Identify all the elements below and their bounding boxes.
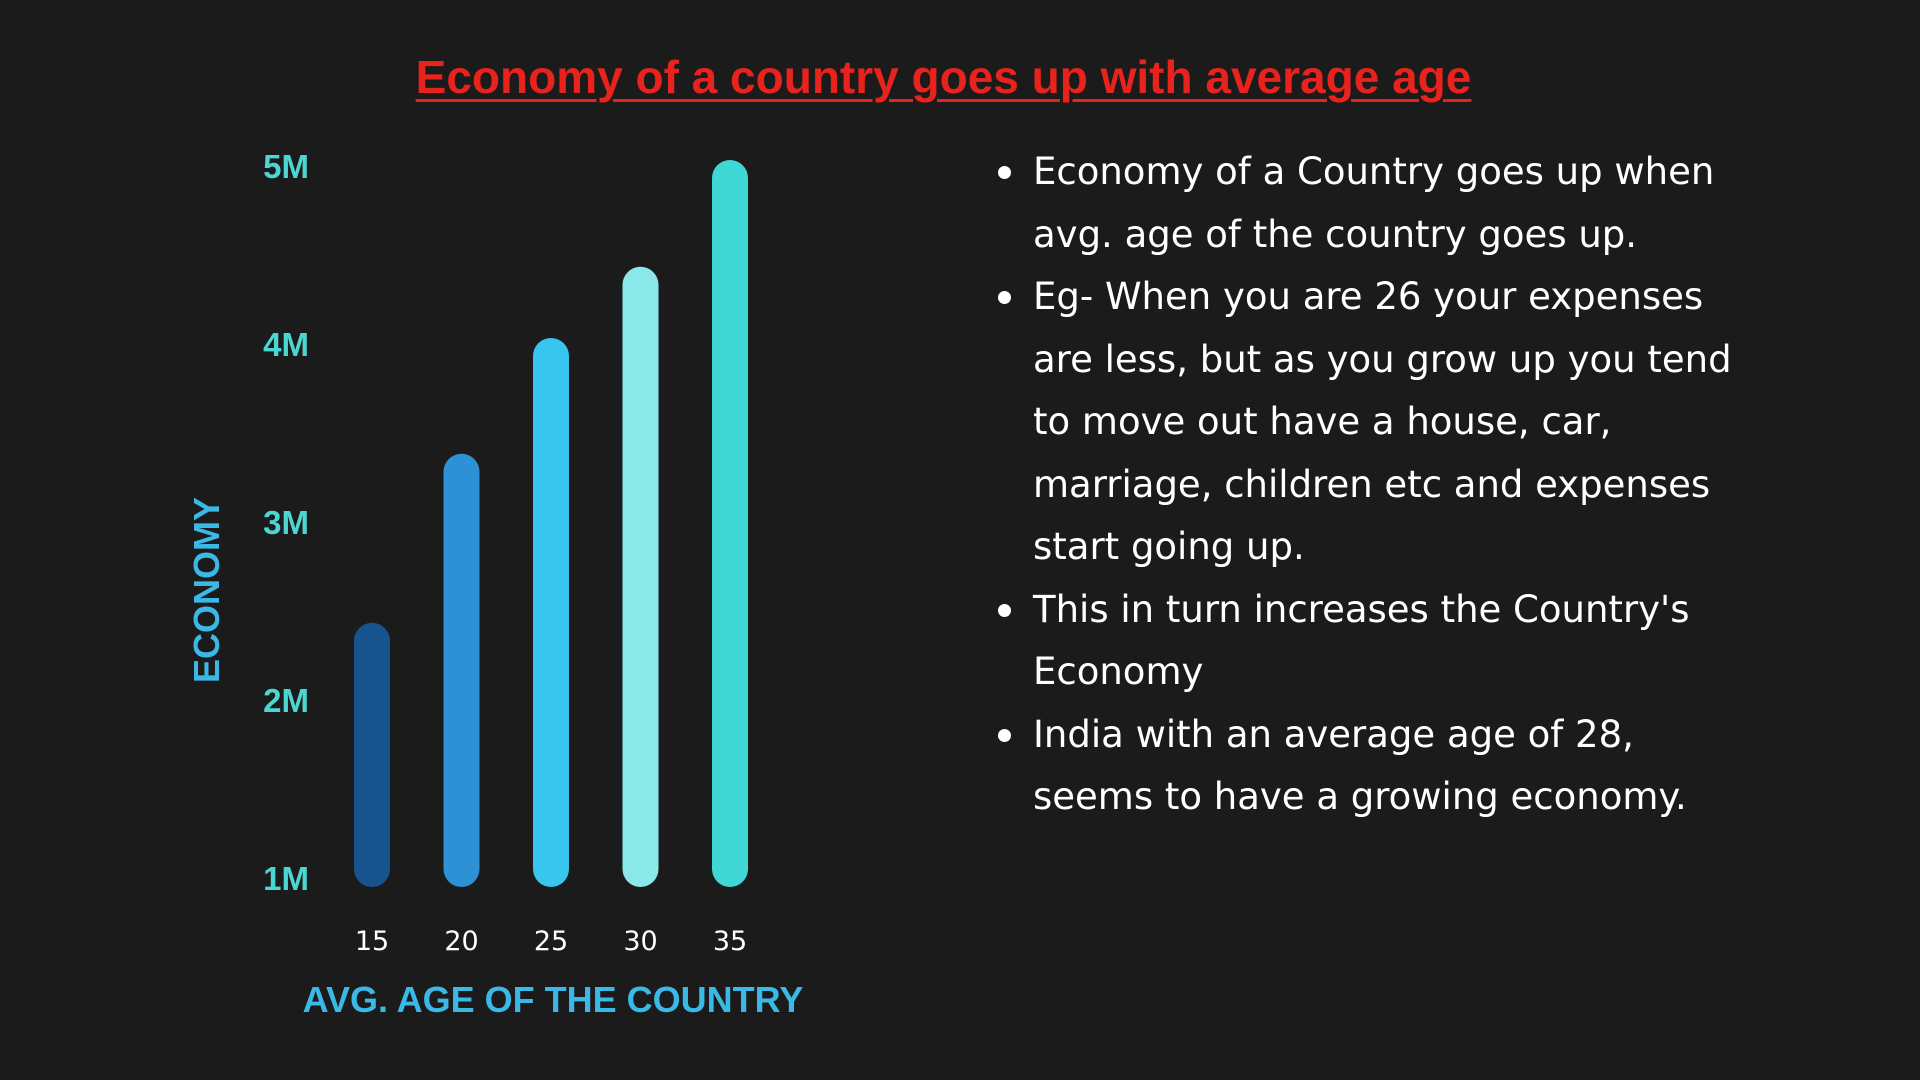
bar bbox=[712, 160, 748, 887]
x-tick-label: 30 bbox=[623, 926, 657, 957]
y-tick-label: 2M bbox=[263, 682, 309, 719]
y-tick-labels: 1M 2M 3M 4M 5M bbox=[263, 148, 309, 897]
x-tick-label: 15 bbox=[355, 926, 389, 957]
y-tick-label: 3M bbox=[263, 504, 309, 541]
bullet-item: This in turn increases the Country's Eco… bbox=[988, 579, 1748, 704]
slide-title: Economy of a country goes up with averag… bbox=[415, 51, 1472, 103]
bars bbox=[354, 160, 748, 887]
x-tick-labels: 15 20 25 30 35 bbox=[355, 926, 747, 957]
y-axis-label: ECONOMY bbox=[186, 497, 227, 683]
y-tick-label: 1M bbox=[263, 860, 309, 897]
x-tick-label: 20 bbox=[444, 926, 478, 957]
bullet-item: Economy of a Country goes up when avg. a… bbox=[988, 141, 1748, 266]
bullet-item: Eg- When you are 26 your expenses are le… bbox=[988, 266, 1748, 579]
bullet-list: Economy of a Country goes up when avg. a… bbox=[988, 141, 1748, 829]
x-tick-label: 25 bbox=[534, 926, 568, 957]
x-axis-label: AVG. AGE OF THE COUNTRY bbox=[303, 979, 804, 1020]
bar-chart: ECONOMY AVG. AGE OF THE COUNTRY 1M 2M 3M 4M… bbox=[186, 148, 804, 1020]
x-tick-label: 35 bbox=[713, 926, 747, 957]
bar bbox=[622, 266, 659, 887]
bar bbox=[443, 453, 480, 887]
y-tick-label: 4M bbox=[263, 326, 309, 363]
y-tick-label: 5M bbox=[263, 148, 309, 185]
bar bbox=[354, 622, 390, 887]
bullet-item: India with an average age of 28, seems t… bbox=[988, 704, 1748, 829]
bar bbox=[533, 338, 569, 887]
